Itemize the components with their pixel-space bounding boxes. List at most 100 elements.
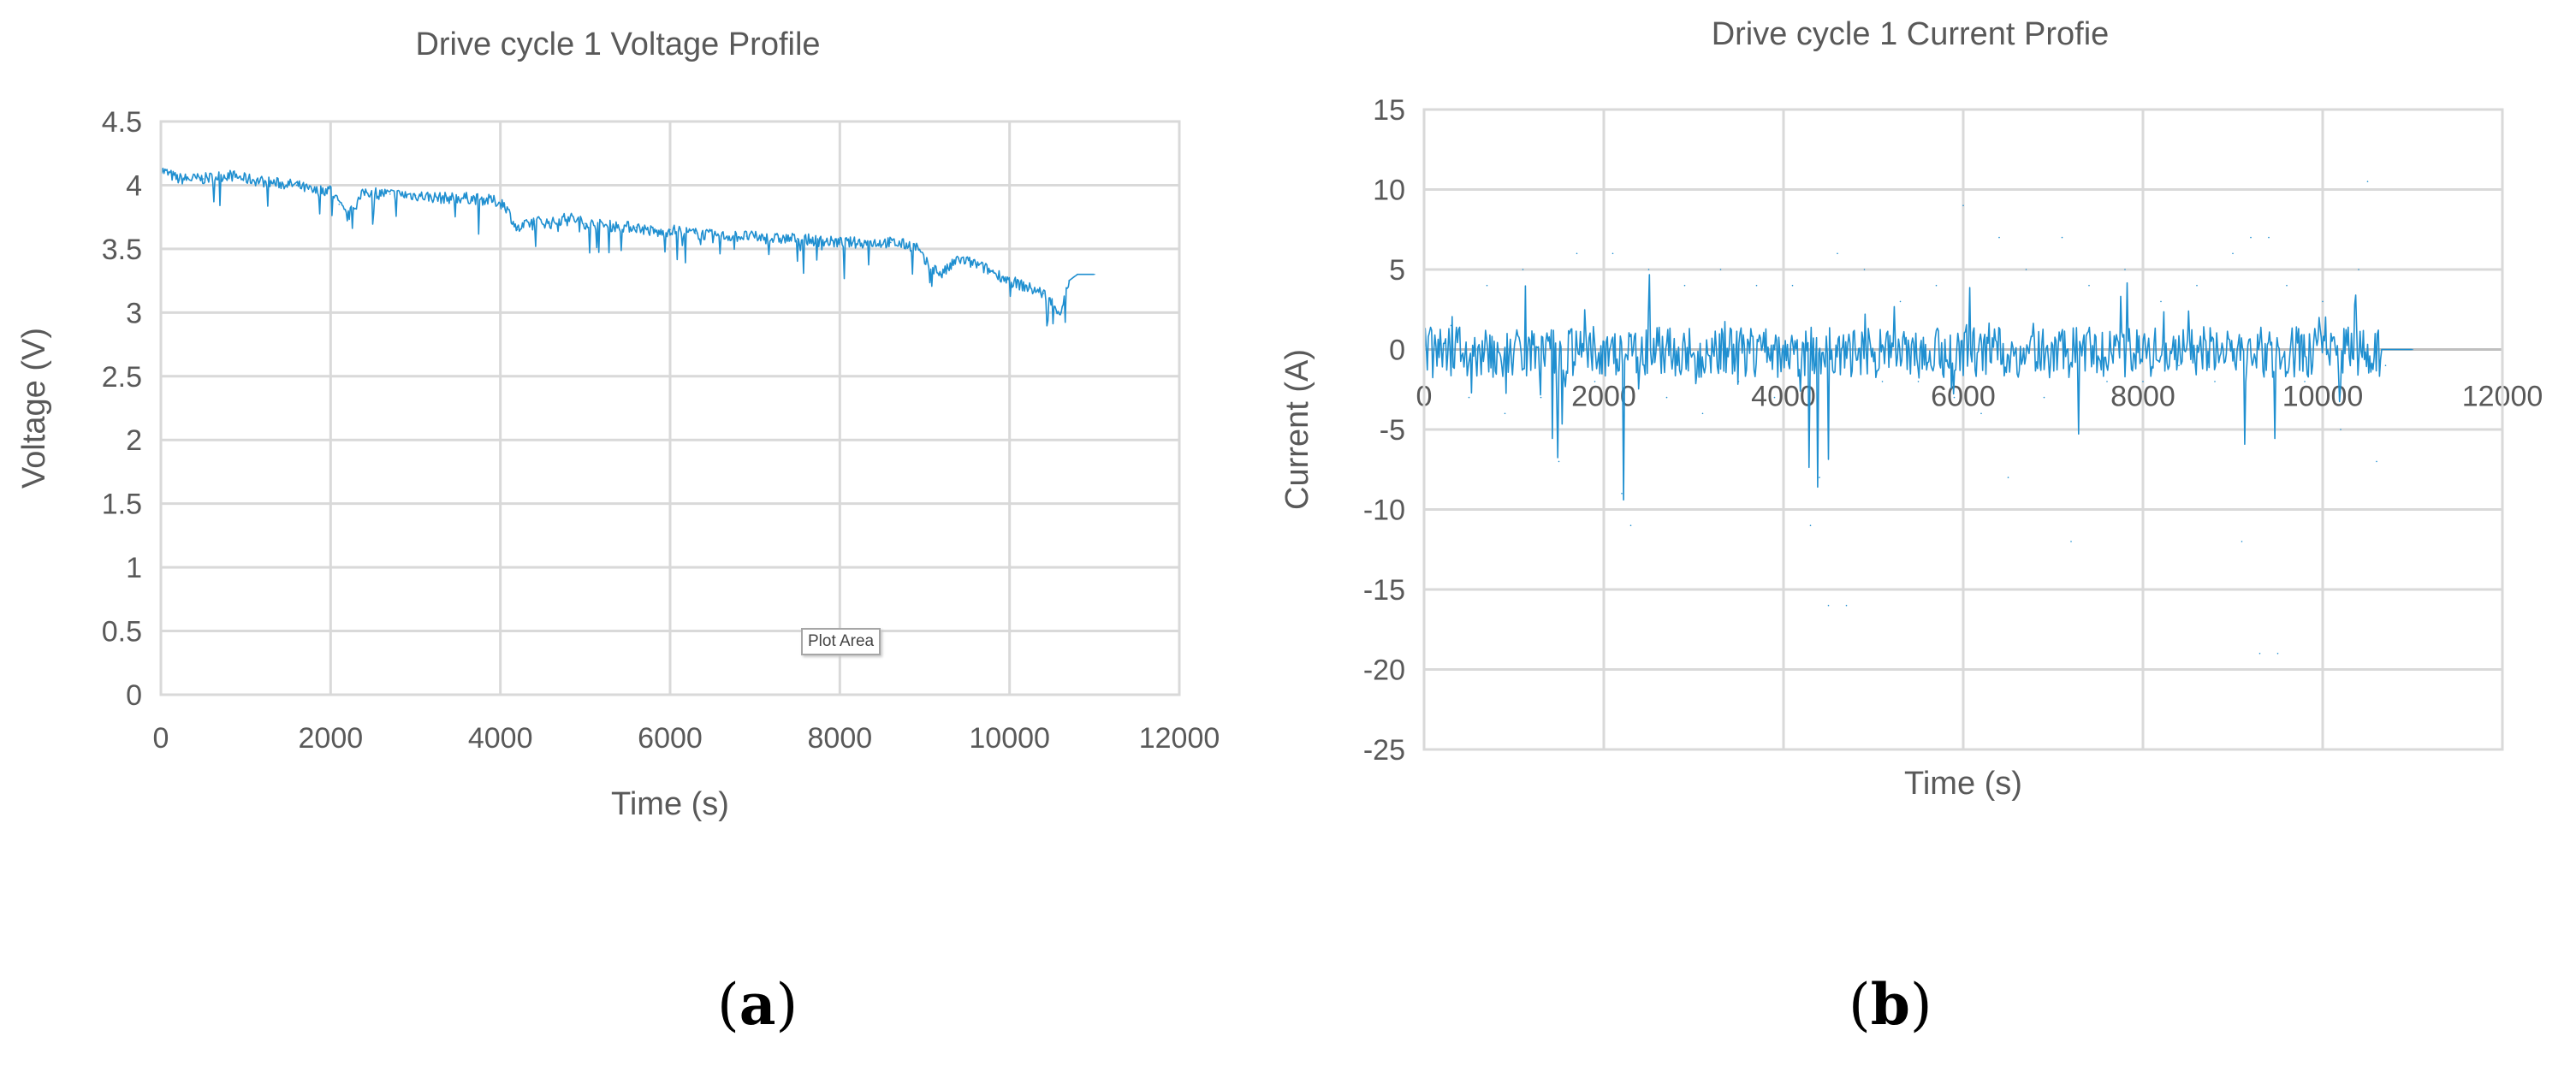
y-tick-label: 0 bbox=[1389, 335, 1405, 367]
x-axis-title: Time (s) bbox=[1904, 766, 2022, 802]
y-tick-label: 10 bbox=[1373, 175, 1405, 207]
y-tick-label: 2 bbox=[126, 424, 142, 457]
data-point bbox=[1827, 604, 1830, 607]
data-point bbox=[389, 193, 391, 195]
data-point bbox=[2268, 236, 2270, 239]
data-point bbox=[635, 226, 638, 228]
data-point bbox=[1540, 396, 1542, 399]
data-point bbox=[1576, 252, 1578, 255]
data-point bbox=[745, 235, 748, 237]
data-point bbox=[228, 174, 230, 176]
data-point bbox=[2250, 236, 2252, 239]
data-point bbox=[609, 225, 612, 227]
data-point bbox=[2043, 396, 2045, 399]
x-tick-label: 4000 bbox=[468, 722, 533, 755]
data-point bbox=[1863, 269, 1866, 270]
x-tick-label: 6000 bbox=[638, 722, 703, 755]
y-tick-label: -5 bbox=[1380, 414, 1405, 447]
data-point bbox=[1899, 300, 1902, 303]
y-tick-label: 0 bbox=[126, 679, 142, 712]
x-tick-label: 10000 bbox=[969, 722, 1050, 755]
chart-title: Drive cycle 1 Current Profie bbox=[1712, 16, 2110, 52]
data-point bbox=[2358, 269, 2359, 270]
x-tick-label: 8000 bbox=[2110, 381, 2175, 413]
data-point bbox=[364, 191, 365, 192]
x-tick-label: 12000 bbox=[1139, 722, 1220, 755]
x-axis-title: Time (s) bbox=[611, 786, 729, 822]
y-tick-label: 4 bbox=[126, 169, 142, 202]
y-tick-label: 2.5 bbox=[102, 361, 142, 394]
data-point bbox=[1594, 381, 1596, 382]
data-point bbox=[177, 178, 179, 180]
chart-title: Drive cycle 1 Voltage Profile bbox=[415, 27, 820, 62]
data-point bbox=[466, 197, 467, 199]
y-tick-label: 5 bbox=[1389, 254, 1405, 287]
data-point bbox=[2061, 236, 2063, 239]
data-point bbox=[414, 194, 417, 197]
data-point bbox=[1611, 252, 1614, 255]
x-tick-label: 8000 bbox=[808, 722, 873, 755]
data-point bbox=[1935, 284, 1938, 287]
data-point bbox=[1068, 280, 1070, 281]
y-tick-label: 0.5 bbox=[102, 616, 142, 649]
data-point bbox=[329, 188, 332, 190]
data-point bbox=[923, 260, 926, 263]
panel-b: Drive cycle 1 Current Profie -25 -20 -15 -10… bbox=[1275, 0, 2576, 1072]
data-point bbox=[2007, 477, 2009, 478]
data-point bbox=[1629, 524, 1632, 526]
series-line bbox=[1423, 274, 2413, 501]
data-point bbox=[1980, 412, 1982, 415]
data-point bbox=[1701, 412, 1704, 415]
y-tick-label: 3.5 bbox=[102, 234, 142, 266]
data-point bbox=[1773, 396, 1776, 399]
data-point bbox=[1059, 311, 1061, 314]
data-point bbox=[771, 238, 773, 240]
data-point bbox=[533, 220, 536, 222]
data-point bbox=[1621, 493, 1623, 495]
data-point bbox=[312, 191, 315, 192]
panel-label-b: (b) bbox=[1849, 971, 1932, 1038]
data-point bbox=[839, 241, 841, 244]
data-point bbox=[1025, 286, 1028, 288]
data-point bbox=[2178, 364, 2180, 367]
data-point bbox=[503, 203, 506, 205]
data-point bbox=[2340, 429, 2342, 430]
y-tick-label: -25 bbox=[1363, 734, 1405, 767]
data-point bbox=[202, 178, 205, 180]
data-point bbox=[2322, 300, 2324, 303]
data-point bbox=[585, 222, 586, 224]
data-point bbox=[1791, 284, 1794, 287]
data-point bbox=[1665, 396, 1668, 399]
data-point bbox=[720, 235, 722, 237]
x-tick-label: 10000 bbox=[2282, 381, 2364, 413]
y-tick-label: -10 bbox=[1363, 495, 1405, 527]
data-point bbox=[1809, 524, 1812, 526]
data-point bbox=[2304, 381, 2306, 382]
data-point bbox=[1468, 396, 1470, 399]
data-point bbox=[1917, 381, 1920, 382]
data-point bbox=[1755, 284, 1758, 287]
data-point bbox=[338, 203, 341, 205]
y-axis-title: Voltage (V) bbox=[16, 328, 52, 489]
plot-frame bbox=[159, 120, 1181, 696]
y-tick-label: 1.5 bbox=[102, 489, 142, 521]
data-point bbox=[1077, 273, 1078, 275]
data-point bbox=[2384, 364, 2387, 367]
data-point bbox=[2124, 269, 2126, 270]
data-point bbox=[1998, 236, 2000, 239]
current-chart: Drive cycle 1 Current Profie -25 -20 -15 -10… bbox=[1279, 16, 2543, 802]
data-point bbox=[1837, 252, 1838, 255]
data-point bbox=[1504, 412, 1506, 415]
data-point bbox=[2412, 348, 2413, 351]
data-point bbox=[1881, 381, 1884, 382]
data-point bbox=[550, 222, 552, 224]
y-tick-label: 4.5 bbox=[102, 106, 142, 139]
x-tick-label: 4000 bbox=[1751, 381, 1816, 413]
x-tick-label: 0 bbox=[153, 722, 169, 755]
data-point bbox=[347, 216, 348, 218]
series-line bbox=[160, 168, 1094, 327]
data-point bbox=[516, 228, 519, 231]
y-tick-label: -20 bbox=[1363, 654, 1405, 687]
data-point bbox=[822, 240, 824, 242]
data-point bbox=[1008, 280, 1011, 281]
